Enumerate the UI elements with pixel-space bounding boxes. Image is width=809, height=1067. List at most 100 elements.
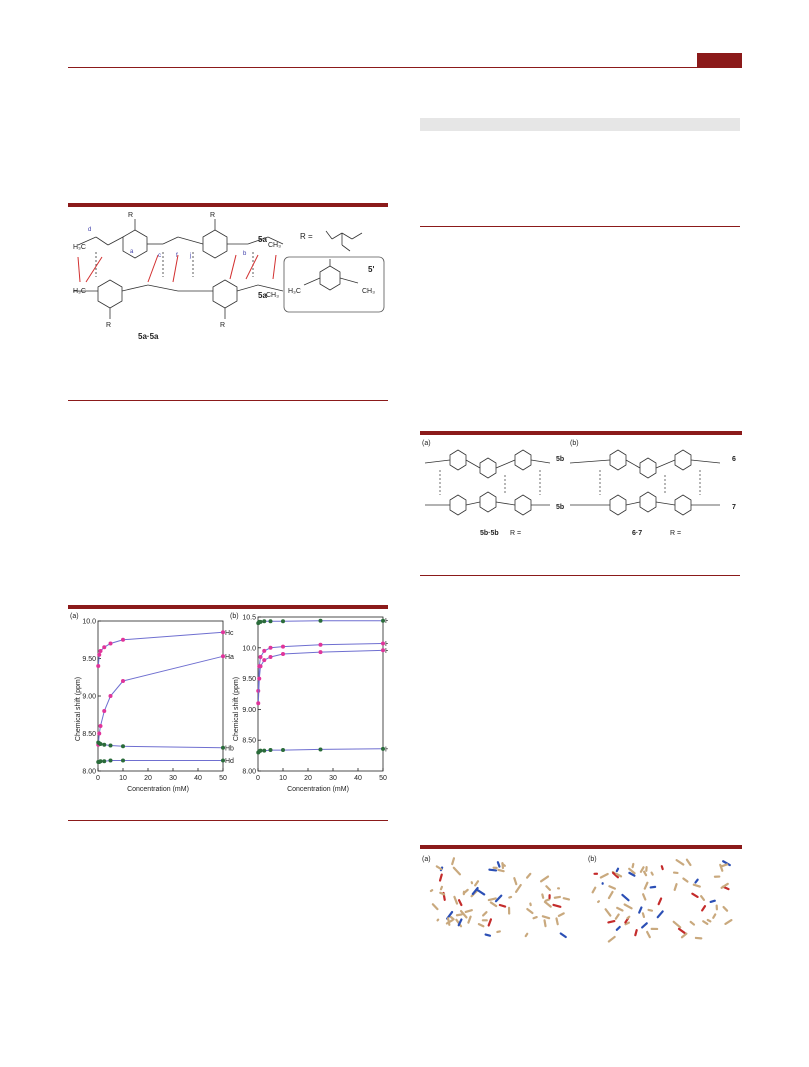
- svg-text:R: R: [128, 212, 133, 219]
- series-label: Ha: [225, 654, 234, 661]
- label-5a-dimer: 5a·5a: [138, 332, 159, 341]
- bond-stick: [545, 885, 552, 891]
- bond-stick: [621, 893, 630, 902]
- bond-stick: [614, 913, 620, 920]
- bond-stick: [692, 883, 701, 888]
- data-point: [108, 694, 113, 698]
- bond-stick: [607, 935, 616, 943]
- data-point: [281, 651, 285, 656]
- x-tick-label: 10: [279, 775, 287, 782]
- bond-stick: [685, 858, 692, 867]
- bond-stick: [641, 922, 648, 929]
- y-tick-label: 8.00: [82, 769, 96, 776]
- bond-stick: [649, 885, 657, 889]
- bond-stick: [451, 857, 456, 866]
- data-point: [96, 664, 101, 668]
- bond-stick: [624, 921, 631, 926]
- data-point: [102, 742, 107, 747]
- bond-stick: [557, 912, 565, 917]
- bond-stick: [680, 932, 688, 939]
- bond-stick: [612, 871, 620, 879]
- data-point: [121, 744, 125, 749]
- right-rule-1: [420, 226, 740, 227]
- data-point: [262, 658, 267, 663]
- bond-stick: [555, 917, 559, 926]
- bond-stick: [524, 932, 529, 938]
- bond-stick: [498, 903, 507, 908]
- bond-stick: [643, 870, 648, 877]
- figure-1: d a c f j b H₃C H₃C R R R R CH₃ CH₃ 5a 5a 5a·5a…: [68, 207, 388, 347]
- data-point: [108, 743, 113, 748]
- y-tick-label: 8.50: [242, 738, 256, 745]
- data-point: [98, 724, 103, 728]
- header-accent-tab: [697, 53, 742, 67]
- svg-text:CH₃: CH₃: [266, 292, 279, 299]
- bond-stick: [657, 897, 663, 906]
- bond-stick: [650, 871, 654, 876]
- ylabel-a: Chemical shift (ppm): [75, 677, 82, 741]
- bond-stick: [694, 878, 699, 884]
- plot-frame: [257, 616, 384, 772]
- svg-text:R: R: [106, 322, 111, 329]
- bond-stick: [436, 918, 440, 922]
- series-label: Hd: [225, 758, 234, 765]
- bond-stick: [494, 894, 503, 903]
- bond-stick: [591, 886, 597, 894]
- bond-stick: [628, 867, 636, 875]
- bond-stick: [706, 918, 712, 923]
- bond-stick: [462, 888, 469, 895]
- data-point: [281, 619, 285, 624]
- svg-text:H₃C: H₃C: [288, 288, 301, 295]
- r-label-b: R =: [670, 530, 681, 537]
- bond-stick: [720, 882, 729, 889]
- data-point: [318, 747, 323, 752]
- svg-text:CH₃: CH₃: [268, 242, 281, 249]
- series-label: Hd: [385, 746, 388, 753]
- bond-stick: [623, 903, 633, 910]
- series-label: Ha: [385, 648, 388, 655]
- bond-stick: [544, 898, 551, 902]
- bond-stick: [701, 905, 707, 912]
- figure-3-top-rule: [68, 605, 388, 609]
- x-tick-label: 0: [256, 775, 260, 782]
- bond-stick: [484, 933, 492, 937]
- y-tick-label: 9.50: [82, 656, 96, 663]
- bond-stick: [452, 866, 462, 876]
- label-5a-bottom: 5a: [258, 291, 267, 300]
- bond-stick: [543, 900, 552, 908]
- data-point: [258, 664, 263, 669]
- bond-stick: [496, 861, 501, 868]
- data-point: [281, 748, 285, 753]
- label-5b-2: 5b: [556, 504, 564, 511]
- bond-stick: [631, 862, 635, 869]
- series-line: [98, 760, 223, 763]
- bond-stick: [673, 883, 678, 891]
- bond-stick: [562, 897, 571, 901]
- data-point: [281, 644, 285, 649]
- svg-text:H₃C: H₃C: [73, 288, 86, 295]
- bond-stick: [429, 889, 434, 893]
- x-tick-label: 40: [194, 775, 202, 782]
- data-point: [97, 731, 102, 736]
- bond-stick: [477, 922, 485, 928]
- data-point: [381, 641, 385, 646]
- bond-stick: [607, 919, 616, 924]
- series-label: Hb: [385, 618, 388, 625]
- bond-stick: [641, 912, 646, 918]
- bond-stick: [724, 919, 733, 926]
- bond-stick: [457, 918, 463, 927]
- svg-text:b: b: [243, 251, 247, 257]
- bond-stick: [689, 920, 696, 926]
- bond-stick: [457, 899, 463, 907]
- data-point: [221, 630, 225, 635]
- y-tick-label: 10.0: [242, 645, 256, 652]
- label-6-7: 6·7: [632, 530, 642, 537]
- bond-stick: [722, 905, 729, 912]
- bond-stick: [532, 915, 538, 920]
- x-tick-label: 10: [119, 775, 127, 782]
- bond-stick: [471, 886, 479, 896]
- xlabel-b: Concentration (mM): [287, 786, 349, 793]
- bond-stick: [482, 911, 488, 917]
- y-tick-label: 10.5: [242, 615, 256, 622]
- figure-3-charts: (a) (b) Chemical shift (ppm) Chemical sh…: [70, 613, 394, 793]
